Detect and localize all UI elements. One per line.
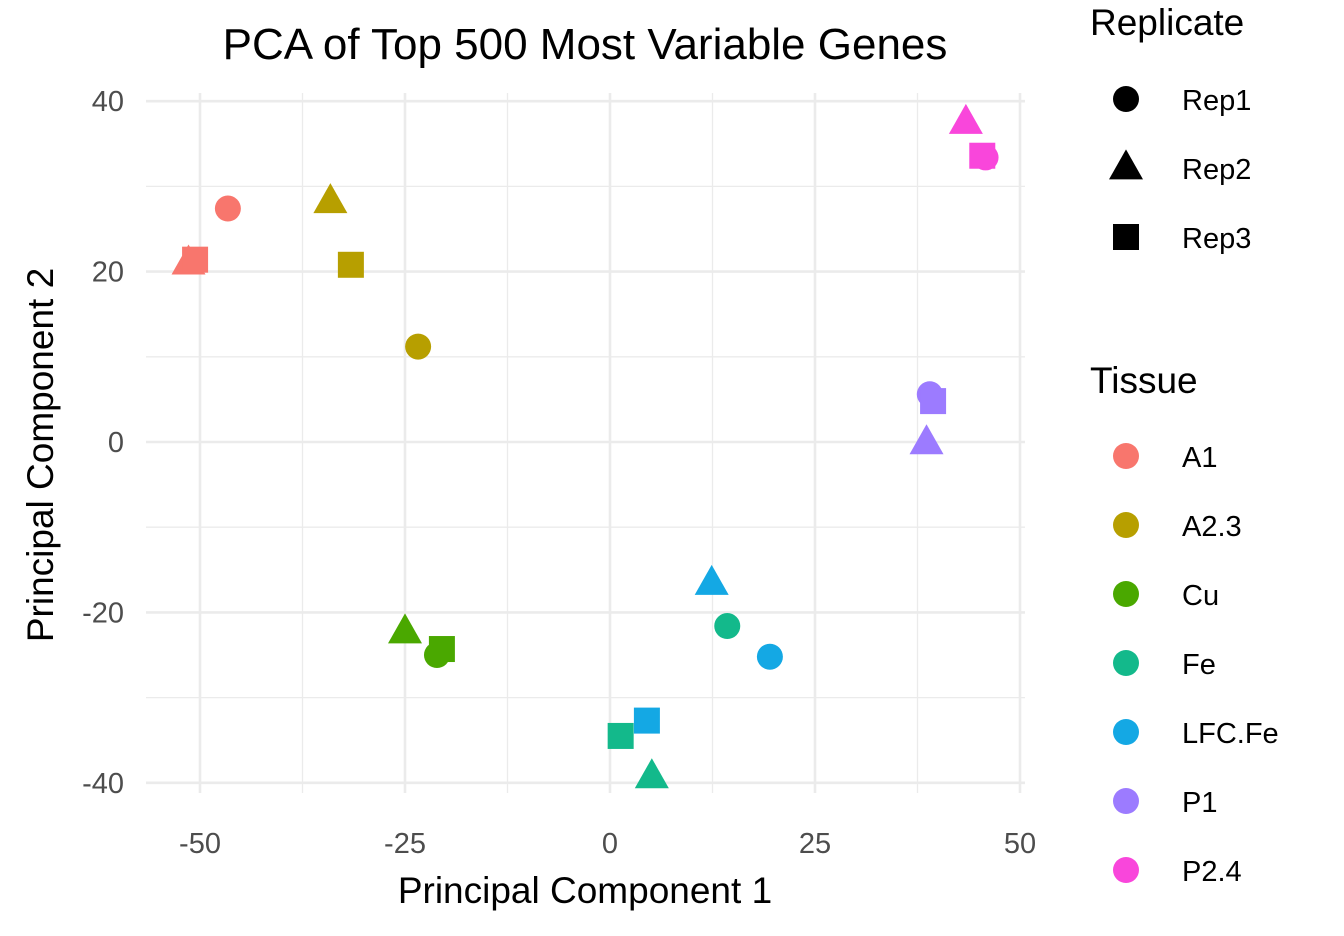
legend-label-rep2: Rep2 [1182,154,1251,186]
legend-key-rep1 [1113,86,1139,112]
legend-label-cu: Cu [1182,580,1219,612]
legend-label-a2-3: A2.3 [1182,511,1242,543]
point-a1-rep3 [182,246,209,273]
tissue-legend: Tissue A1 A2.3 Cu Fe LFC.Fe P1 P2.4 [1090,360,1279,888]
legend-label-a1: A1 [1182,442,1217,474]
point-p2-4-rep2 [948,103,983,134]
tissue-legend-title: Tissue [1090,360,1198,401]
y-axis-title: Principal Component 2 [20,268,61,642]
x-tick-label: 50 [1004,828,1036,860]
point-fe-rep3 [607,722,634,749]
x-tick-label: -25 [384,828,426,860]
point-lfc-fe-rep3 [633,707,660,734]
legend-label-rep1: Rep1 [1182,85,1251,117]
point-a2-3-rep2 [313,183,348,214]
point-fe-rep1 [714,613,741,640]
replicate-legend-title: Replicate [1090,2,1244,43]
y-tick-label: 0 [108,427,124,459]
legend-key-p2-4 [1113,857,1139,883]
legend-key-cu [1113,581,1139,607]
x-tick-label: 0 [602,828,618,860]
y-tick-label: 40 [92,86,124,118]
y-tick-labels: -40 -20 0 20 40 [82,86,124,800]
y-tick-label: -20 [82,597,124,629]
x-axis-title: Principal Component 1 [398,870,772,911]
y-tick-label: 20 [92,257,124,289]
legend-key-fe [1113,650,1139,676]
point-a1-rep1 [214,195,241,222]
legend-key-rep3 [1113,224,1139,250]
point-cu-rep2 [388,613,422,644]
point-p2-4-rep3 [969,142,996,169]
legend-key-lfc-fe [1113,719,1139,745]
minor-gridlines [146,93,1025,793]
point-lfc-fe-rep2 [694,564,729,595]
legend-key-rep2 [1109,149,1143,180]
point-cu-rep3 [428,636,455,663]
chart-title: PCA of Top 500 Most Variable Genes [223,20,948,69]
legend-label-rep3: Rep3 [1182,223,1251,255]
major-gridlines [146,93,1025,793]
point-fe-rep2 [634,758,669,789]
point-a2-3-rep1 [405,333,432,360]
legend-label-lfc-fe: LFC.Fe [1182,718,1279,750]
replicate-legend: Replicate Rep1 Rep2 Rep3 [1090,2,1251,255]
legend-label-fe: Fe [1182,649,1216,681]
y-tick-label: -40 [82,768,124,800]
point-p1-rep3 [920,388,947,415]
x-tick-labels: -50 -25 0 25 50 [179,828,1036,860]
x-tick-label: -50 [179,828,221,860]
legend-label-p1: P1 [1182,787,1217,819]
point-a2-3-rep3 [337,251,364,278]
x-tick-label: 25 [799,828,831,860]
legend-key-a1 [1113,443,1139,469]
point-p1-rep2 [909,424,944,455]
data-points [171,103,999,789]
legend-key-p1 [1113,788,1139,814]
legend-key-a2-3 [1113,512,1139,538]
legend-label-p2-4: P2.4 [1182,856,1242,888]
point-lfc-fe-rep1 [756,643,783,670]
